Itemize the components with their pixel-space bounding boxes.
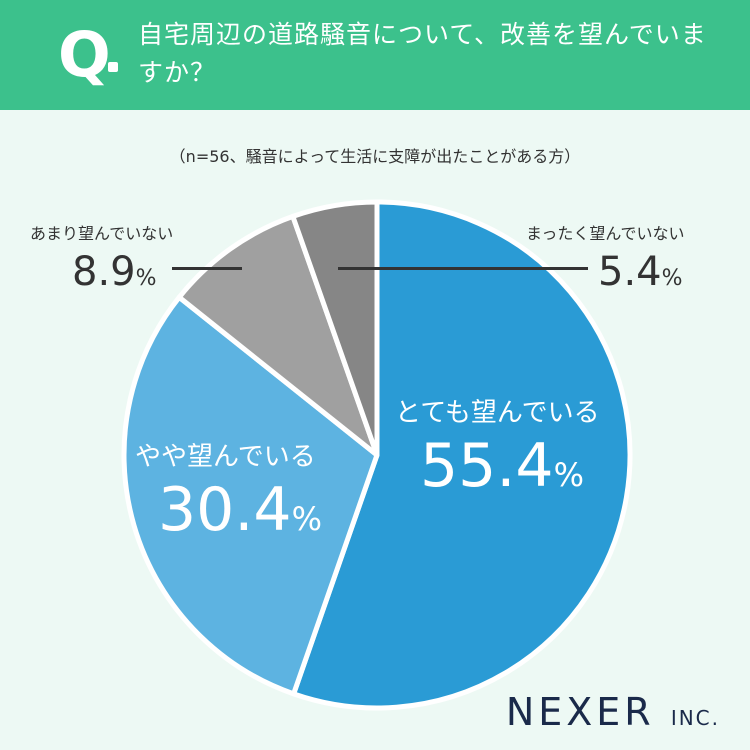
label-not-at-all-category: まったく望んでいない — [526, 224, 685, 243]
label-very-value: 55.4% — [420, 431, 584, 501]
slice-not-at-all — [290, 199, 380, 458]
question-mark: Q — [58, 18, 111, 91]
label-not-at-all-value: 5.4% — [598, 249, 683, 295]
question-text: 自宅周辺の道路騒音について、改善を望んでいますか？ — [138, 20, 707, 87]
label-not-much-value: 8.9% — [72, 249, 157, 295]
label-very-category: とても望んでいる — [395, 398, 600, 428]
label-somewhat-category: やや望んでいる — [135, 442, 316, 472]
question-header: Q 自宅周辺の道路騒音について、改善を望んでいますか？ — [0, 0, 750, 110]
brand-logo: NEXER INC. — [505, 690, 720, 734]
sample-note: （n=56、騒音によって生活に支障が出たことがある方） — [169, 147, 581, 166]
question-mark-dot — [108, 62, 118, 72]
leader-line-not-at-all — [338, 267, 588, 270]
label-somewhat-value: 30.4% — [158, 475, 322, 545]
slice-somewhat — [121, 294, 380, 697]
label-not-much-category: あまり望んでいない — [30, 224, 174, 243]
leader-line-not-much — [172, 267, 242, 270]
slice-not-much — [176, 213, 380, 458]
